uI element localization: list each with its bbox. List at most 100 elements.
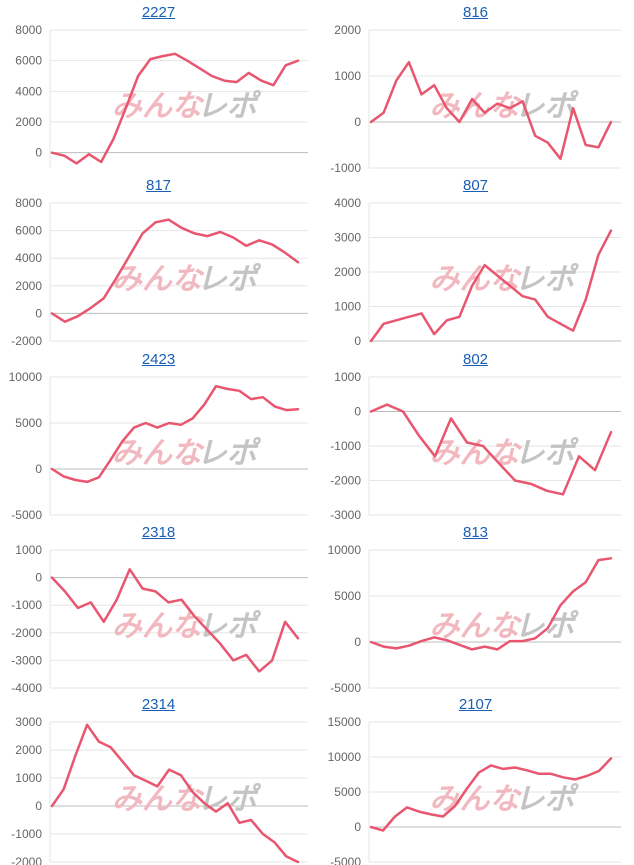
chart-title-link[interactable]: 817: [145, 177, 172, 194]
watermark-logo-part-2: レポ: [197, 262, 262, 297]
watermark-logo-part-2: レポ: [197, 782, 262, 817]
y-tick-label: 0: [354, 635, 361, 649]
series-line: [369, 229, 613, 343]
y-tick-label: -5000: [330, 855, 361, 865]
chart-panel-2227: 2227 0 2000 4000 6000 8000 みんな レポ: [0, 0, 317, 173]
y-tick-label: 10000: [328, 543, 362, 557]
chart-title-link[interactable]: 2227: [141, 4, 176, 21]
y-tick-label: 1000: [15, 771, 42, 785]
series-line: [50, 723, 300, 864]
y-tick-label: 1000: [334, 370, 361, 384]
chart-panel-2314: 2314 -2000 -1000 0 1000 2000 3000 みんな レポ: [0, 692, 317, 865]
chart-title-link[interactable]: 802: [462, 351, 489, 368]
y-tick-label: 10000: [328, 750, 362, 764]
y-tick-label: 4000: [15, 251, 42, 265]
y-tick-label: 1000: [334, 300, 361, 314]
y-tick-label: 8000: [15, 196, 42, 210]
y-tick-label: 0: [35, 462, 42, 476]
y-tick-label: 15000: [328, 715, 362, 729]
chart-title-link[interactable]: 807: [462, 177, 489, 194]
watermark-logo-part-2: レポ: [514, 262, 579, 297]
series-line: [369, 757, 613, 832]
y-tick-label: -1000: [11, 598, 42, 612]
y-tick-label: 4000: [15, 84, 42, 98]
y-tick-label: 0: [354, 405, 361, 419]
y-tick-label: -2000: [330, 474, 361, 488]
chart-panel-817: 817 -2000 0 2000 4000 6000 8000 みんな レポ: [0, 173, 317, 348]
y-tick-label: -5000: [11, 508, 42, 522]
y-tick-label: -1000: [11, 827, 42, 841]
chart-title-link[interactable]: 2423: [141, 351, 176, 368]
y-tick-label: 0: [354, 820, 361, 834]
y-tick-label: 0: [354, 115, 361, 129]
y-tick-label: 6000: [15, 54, 42, 68]
chart-panel-813: 813 -5000 0 5000 10000 みんな レポ: [317, 520, 634, 695]
y-tick-label: -1000: [330, 161, 361, 175]
chart-panel-816: 816 -1000 0 1000 2000 みんな レポ: [317, 0, 634, 175]
series-line: [50, 218, 300, 323]
watermark-logo-part-2: レポ: [197, 609, 262, 644]
watermark-logo-part-1: みんな: [429, 609, 522, 644]
series-line: [50, 52, 300, 165]
y-tick-label: -1000: [330, 439, 361, 453]
chart-panel-2107: 2107 -5000 0 5000 10000 15000 みんな レポ: [317, 692, 634, 865]
series-line: [369, 403, 613, 496]
y-tick-label: 3000: [334, 231, 361, 245]
y-tick-label: 2000: [334, 265, 361, 279]
y-tick-label: -5000: [330, 681, 361, 695]
chart-title-link[interactable]: 2314: [141, 696, 176, 713]
y-tick-label: 5000: [334, 785, 361, 799]
chart-panel-807: 807 0 1000 2000 3000 4000 みんな レポ: [317, 173, 634, 348]
watermark-logo-part-1: みんな: [112, 262, 205, 297]
chart-title-link[interactable]: 2107: [458, 696, 493, 713]
chart-title-link[interactable]: 2318: [141, 524, 176, 541]
watermark-logo-part-2: レポ: [197, 436, 262, 471]
series-line: [369, 557, 613, 651]
watermark-logo-part-1: みんな: [429, 436, 522, 471]
chart-panel-2318: 2318 -4000 -3000 -2000 -1000 0 1000 みんな レポ: [0, 520, 317, 695]
chart-title-link[interactable]: 813: [462, 524, 489, 541]
y-tick-label: 1000: [334, 69, 361, 83]
y-tick-label: 1000: [15, 543, 42, 557]
y-tick-label: 0: [35, 571, 42, 585]
y-tick-label: 3000: [15, 715, 42, 729]
y-tick-label: -3000: [11, 653, 42, 667]
y-tick-label: 0: [35, 146, 42, 160]
watermark-logo-part-2: レポ: [514, 782, 579, 817]
series-line: [50, 384, 300, 484]
y-tick-label: 2000: [15, 279, 42, 293]
watermark-logo-part-2: レポ: [197, 89, 262, 124]
y-tick-label: -4000: [11, 681, 42, 695]
y-tick-label: 10000: [9, 370, 43, 384]
y-tick-label: 2000: [15, 115, 42, 129]
watermark-logo-part-1: みんな: [112, 782, 205, 817]
y-tick-label: 0: [35, 306, 42, 320]
watermark-logo-part-1: みんな: [429, 782, 522, 817]
watermark-logo-part-1: みんな: [112, 436, 205, 471]
y-tick-label: 2000: [15, 743, 42, 757]
y-tick-label: -2000: [11, 334, 42, 348]
y-tick-label: 8000: [15, 23, 42, 37]
series-line: [50, 568, 300, 673]
y-tick-label: 5000: [15, 416, 42, 430]
watermark-logo-part-2: レポ: [514, 609, 579, 644]
y-tick-label: 0: [354, 334, 361, 348]
chart-panel-2423: 2423 -5000 0 5000 10000 みんな レポ: [0, 347, 317, 522]
y-tick-label: 6000: [15, 224, 42, 238]
watermark-logo-part-2: レポ: [514, 436, 579, 471]
y-tick-label: 5000: [334, 589, 361, 603]
watermark-logo-part-1: みんな: [112, 609, 205, 644]
chart-title-link[interactable]: 816: [462, 4, 489, 21]
y-tick-label: 4000: [334, 196, 361, 210]
y-tick-label: -2000: [11, 626, 42, 640]
